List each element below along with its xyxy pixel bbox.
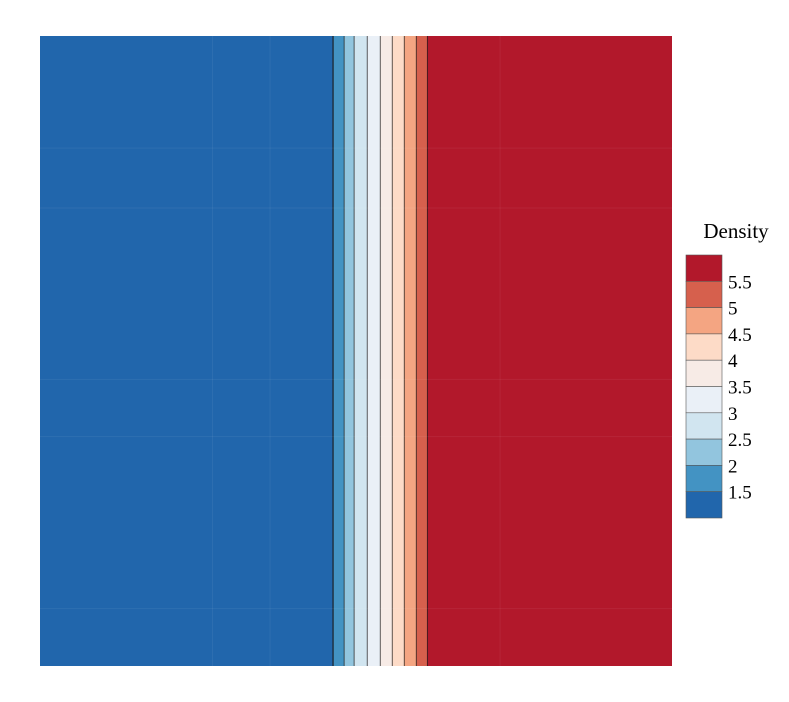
- contour-band-0: [40, 36, 334, 666]
- contour-band-1: [333, 36, 345, 666]
- colorbar-swatch-7: [685, 307, 723, 335]
- contour-band-4: [367, 36, 381, 666]
- contour-band-6: [392, 36, 405, 666]
- colorbar-swatch-1: [685, 465, 723, 492]
- plot-area: [40, 36, 672, 666]
- colorbar-swatch-0: [685, 491, 723, 519]
- colorbar-swatch-4: [685, 386, 723, 414]
- colorbar-swatch-3: [685, 412, 723, 440]
- contour-band-9: [427, 36, 672, 666]
- colorbar-tick-label: 4: [728, 351, 738, 372]
- colorbar-swatch-5: [685, 359, 723, 387]
- colorbar-swatch-9: [685, 254, 723, 282]
- contour-band-8: [416, 36, 428, 666]
- colorbar-tick-label: 3: [728, 404, 738, 425]
- colorbar-tick-label: 5.5: [728, 272, 752, 293]
- colorbar-tick-label: 4.5: [728, 325, 752, 346]
- legend-title: Density: [703, 219, 769, 243]
- contour-band-2: [344, 36, 355, 666]
- colorbar-tick-label: 3.5: [728, 378, 752, 399]
- colorbar-tick-label: 5: [728, 299, 738, 320]
- contour-band-5: [380, 36, 393, 666]
- colorbar-swatch-2: [685, 438, 723, 466]
- colorbar-tick-label: 2.5: [728, 430, 752, 451]
- contour-band-7: [404, 36, 417, 666]
- colorbar-swatch-6: [685, 333, 723, 361]
- contour-band-3: [354, 36, 368, 666]
- colorbar-tick-label: 2: [728, 456, 738, 477]
- colorbar-legend: Density 1.5 2 2.5 3 3.5 4 4.5 5 5.5: [685, 219, 769, 519]
- colorbar-swatch-8: [685, 280, 723, 308]
- colorbar-tick-label: 1.5: [728, 483, 752, 504]
